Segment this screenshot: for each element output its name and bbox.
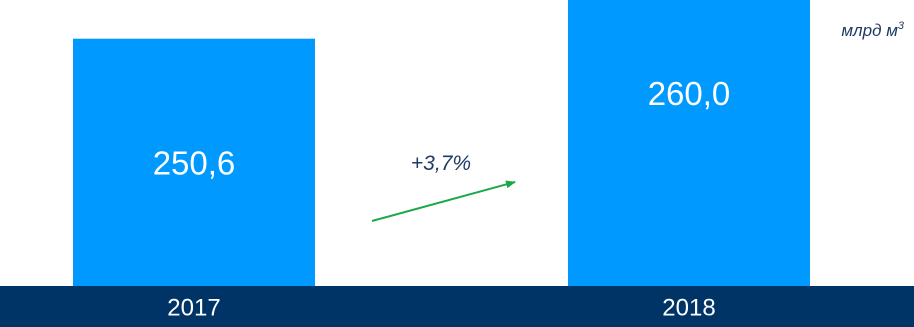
unit-superscript: 3 (897, 20, 904, 32)
axis-band (0, 286, 914, 327)
bar-2017 (73, 38, 315, 287)
growth-label: +3,7% (411, 152, 471, 175)
tick-label-2018: 2018 (662, 295, 715, 322)
value-label-2017: 250,6 (153, 144, 236, 181)
tick-label-2017: 2017 (167, 295, 220, 322)
growth-arrow (371, 180, 516, 222)
unit-text: млрд м (841, 21, 898, 40)
unit-label: млрд м3 (841, 20, 904, 41)
bar-2018 (568, 0, 810, 286)
value-label-2018: 260,0 (648, 75, 731, 112)
